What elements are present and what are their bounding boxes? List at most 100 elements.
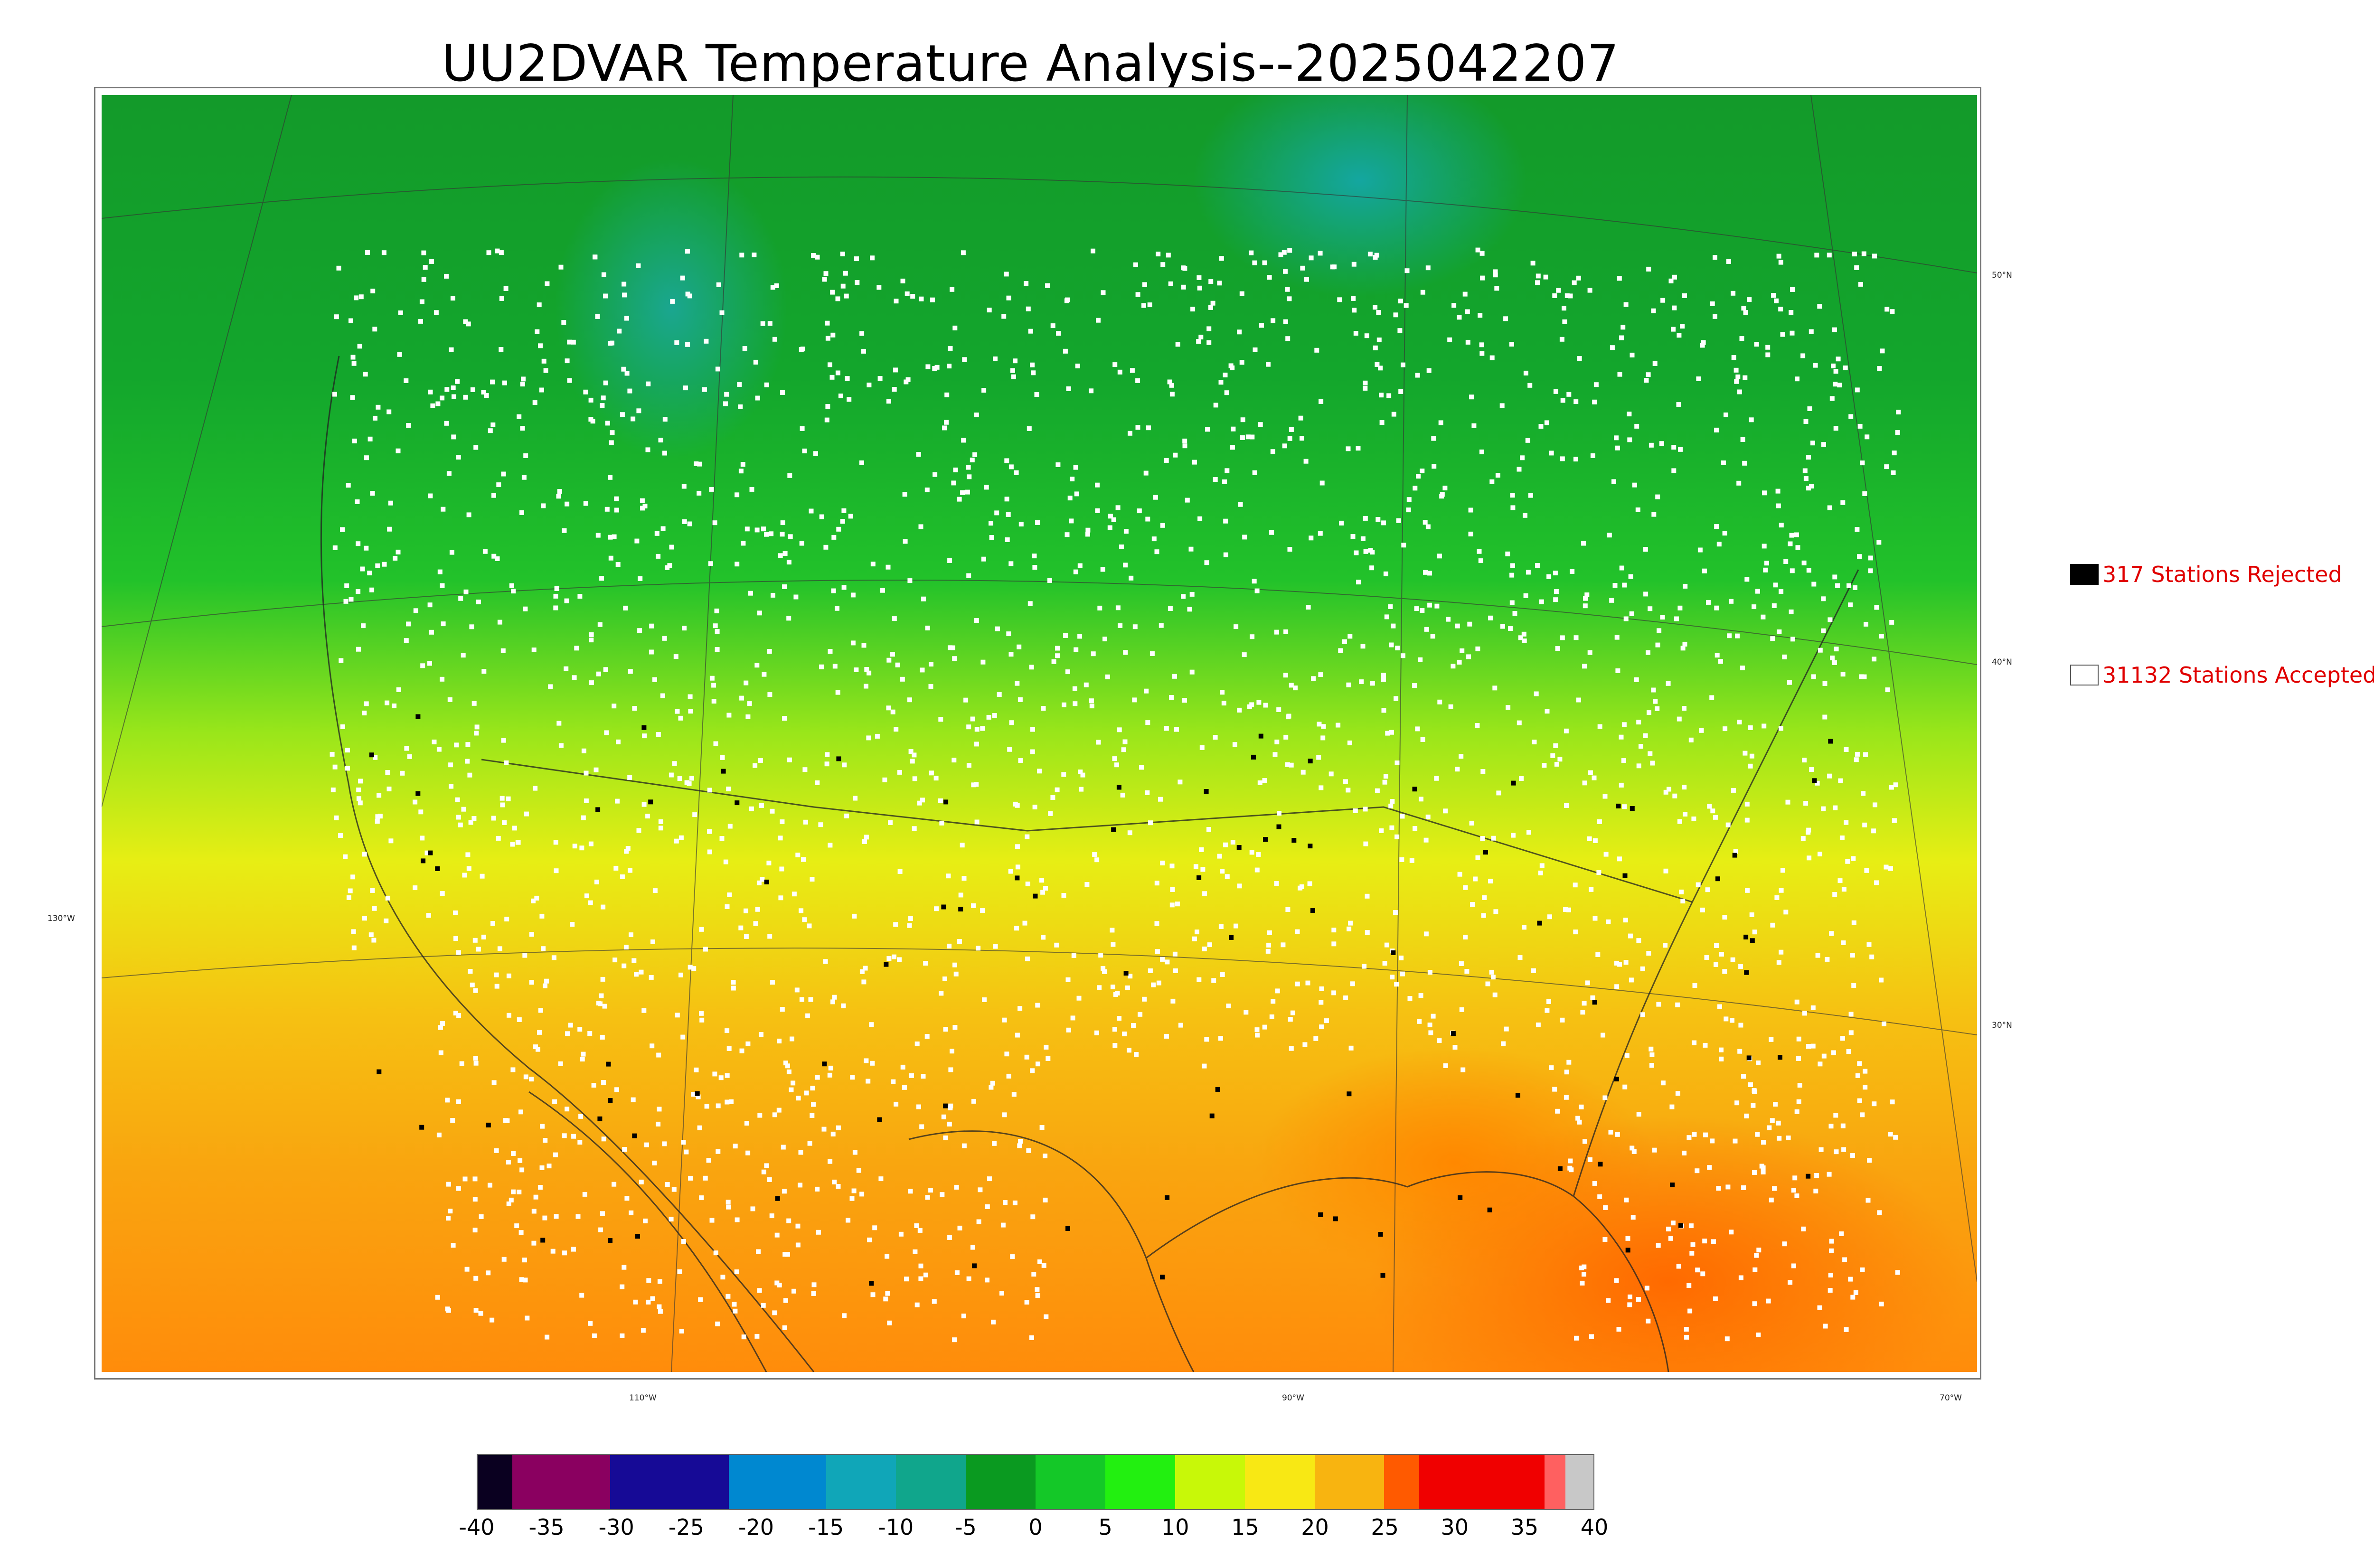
accepted-station-marker xyxy=(1710,1138,1715,1144)
accepted-station-marker xyxy=(1239,291,1244,296)
accepted-station-marker xyxy=(914,1041,920,1046)
accepted-station-marker xyxy=(1055,787,1060,792)
accepted-station-marker xyxy=(468,820,473,825)
accepted-station-marker xyxy=(1281,250,1287,255)
accepted-station-marker xyxy=(1770,1118,1775,1123)
accepted-station-marker xyxy=(1373,345,1378,350)
accepted-station-marker xyxy=(913,1249,918,1254)
accepted-station-marker xyxy=(870,1292,876,1297)
accepted-station-marker xyxy=(1511,833,1516,838)
rejected-station-marker xyxy=(648,799,653,805)
accepted-station-marker xyxy=(1582,780,1587,786)
accepted-station-marker xyxy=(473,445,479,450)
accepted-station-marker xyxy=(375,563,380,568)
accepted-station-marker xyxy=(1239,360,1244,365)
accepted-station-marker xyxy=(1196,977,1202,982)
accepted-station-marker xyxy=(883,1296,888,1302)
accepted-station-marker xyxy=(1028,329,1033,334)
accepted-station-marker xyxy=(731,980,736,985)
accepted-station-marker xyxy=(861,643,867,648)
accepted-station-marker xyxy=(1857,554,1862,559)
accepted-station-marker xyxy=(1776,960,1781,965)
accepted-station-marker xyxy=(1304,277,1309,282)
accepted-station-marker xyxy=(1790,568,1795,573)
accepted-station-marker xyxy=(336,265,341,271)
accepted-station-marker xyxy=(1531,968,1536,973)
accepted-station-marker xyxy=(1134,1052,1139,1057)
accepted-station-marker xyxy=(870,255,875,261)
accepted-station-marker xyxy=(1530,261,1536,266)
accepted-station-marker xyxy=(1853,1290,1858,1295)
accepted-station-marker xyxy=(782,716,787,721)
accepted-station-marker xyxy=(1108,514,1113,519)
accepted-station-marker xyxy=(933,776,939,781)
accepted-station-marker xyxy=(1469,394,1474,400)
accepted-station-marker xyxy=(709,1218,715,1223)
accepted-station-marker xyxy=(1573,457,1578,462)
accepted-station-marker xyxy=(1630,1215,1636,1220)
accepted-station-marker xyxy=(662,1141,667,1146)
accepted-station-marker xyxy=(1013,358,1017,364)
accepted-station-marker xyxy=(1427,571,1432,576)
accepted-station-marker xyxy=(1623,616,1629,621)
accepted-station-marker xyxy=(787,473,792,478)
accepted-station-marker xyxy=(1738,1275,1743,1280)
accepted-station-marker xyxy=(641,1328,646,1333)
accepted-station-marker xyxy=(974,742,979,747)
accepted-station-marker xyxy=(802,448,807,453)
accepted-station-marker xyxy=(823,959,828,964)
accepted-station-marker xyxy=(912,826,917,831)
accepted-station-marker xyxy=(1047,578,1052,583)
lon-label-90w: 90°W xyxy=(1282,1393,1304,1403)
accepted-station-marker xyxy=(980,659,986,665)
accepted-station-marker xyxy=(1084,882,1090,887)
accepted-station-marker xyxy=(1469,820,1474,826)
accepted-station-marker xyxy=(1289,427,1294,432)
accepted-station-marker xyxy=(1550,753,1555,758)
accepted-station-marker xyxy=(726,1046,732,1051)
accepted-station-marker xyxy=(1843,365,1848,370)
accepted-station-marker xyxy=(1347,634,1353,639)
accepted-station-marker xyxy=(1716,1186,1721,1191)
accepted-station-marker xyxy=(1205,427,1210,432)
accepted-station-marker xyxy=(1806,455,1811,460)
accepted-station-marker xyxy=(1874,605,1879,610)
accepted-station-marker xyxy=(1752,1089,1757,1094)
accepted-station-marker xyxy=(740,462,745,467)
accepted-station-marker xyxy=(677,776,682,781)
accepted-station-marker xyxy=(1156,252,1161,257)
accepted-station-marker xyxy=(886,657,892,663)
accepted-station-marker xyxy=(1095,482,1100,488)
accepted-station-marker xyxy=(1877,366,1882,371)
accepted-station-marker xyxy=(1587,836,1592,841)
accepted-station-marker xyxy=(1597,819,1602,824)
accepted-station-marker xyxy=(1743,375,1748,380)
accepted-station-marker xyxy=(1834,647,1839,652)
accepted-station-marker xyxy=(1350,981,1355,986)
accepted-station-marker xyxy=(726,786,731,791)
accepted-station-marker xyxy=(1756,1060,1761,1065)
accepted-station-marker xyxy=(1154,881,1159,886)
accepted-station-marker xyxy=(978,1187,983,1192)
accepted-station-marker xyxy=(1030,727,1035,732)
accepted-station-marker xyxy=(1149,651,1155,656)
accepted-station-marker xyxy=(429,629,434,635)
accepted-station-marker xyxy=(1098,953,1103,958)
accepted-station-marker xyxy=(612,534,617,539)
accepted-station-marker xyxy=(1035,1293,1040,1298)
accepted-station-marker xyxy=(1867,1158,1872,1163)
accepted-station-marker xyxy=(1810,441,1815,446)
accepted-station-marker xyxy=(499,796,505,801)
accepted-station-marker xyxy=(538,1008,543,1013)
accepted-station-marker xyxy=(1573,635,1579,640)
accepted-station-marker xyxy=(1173,452,1178,458)
accepted-station-marker xyxy=(1566,392,1572,397)
accepted-station-marker xyxy=(830,999,835,1005)
accepted-station-marker xyxy=(1710,808,1715,814)
accepted-station-marker xyxy=(1564,728,1569,733)
accepted-station-marker xyxy=(744,908,748,913)
accepted-station-marker xyxy=(1418,657,1423,662)
accepted-station-marker xyxy=(989,535,994,540)
accepted-station-marker xyxy=(541,946,546,951)
accepted-station-marker xyxy=(1556,288,1561,293)
